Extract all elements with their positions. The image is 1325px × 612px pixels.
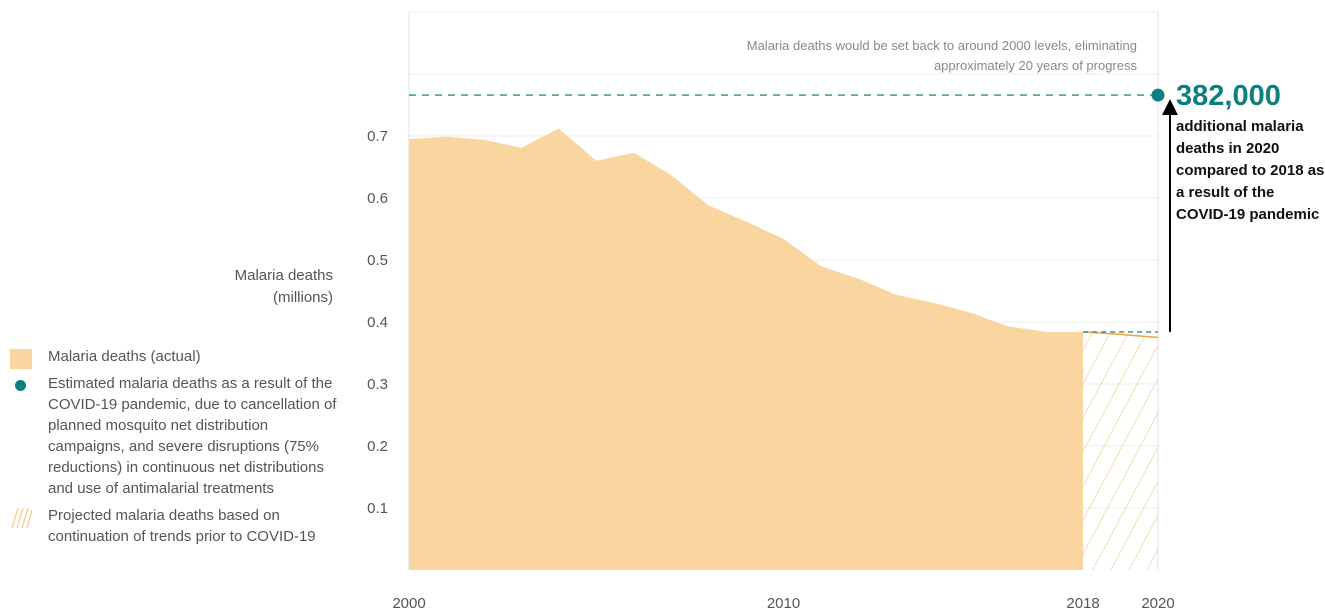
y-tick-label: 0.7 — [367, 128, 388, 145]
y-tick-label: 0.6 — [367, 190, 388, 207]
callout: 382,000 additional malaria deaths in 202… — [1176, 78, 1325, 226]
area-layer — [409, 128, 1159, 570]
legend-label-estimate: Estimated malaria deaths as a result of … — [48, 375, 337, 497]
actual-area — [409, 128, 1084, 570]
callout-value: 382,000 — [1176, 80, 1281, 112]
marks — [1151, 88, 1178, 332]
legend-item-projected: Projected malaria deaths based on contin… — [8, 505, 338, 547]
callout-text: additional malaria deaths in 2020 compar… — [1176, 118, 1325, 223]
x-tick-label: 2018 — [1066, 595, 1099, 612]
x-tick-label: 2020 — [1141, 595, 1174, 612]
y-tick-label: 0.3 — [367, 376, 388, 393]
y-tick-label: 0.5 — [367, 252, 388, 269]
legend-item-actual: Malaria deaths (actual) — [8, 346, 338, 369]
estimate-dot-icon — [15, 380, 26, 391]
y-axis-label: Malaria deaths (millions) — [170, 265, 333, 309]
legend-item-estimate: Estimated malaria deaths as a result of … — [8, 373, 338, 499]
reference-lines — [409, 94, 1158, 333]
estimate-point — [1151, 88, 1165, 102]
projected-hatch-icon — [11, 508, 32, 528]
x-tick-label: 2000 — [392, 595, 425, 612]
projected-line — [1083, 331, 1159, 339]
x-tick-label: 2010 — [767, 595, 800, 612]
tick-labels: 0.1 0.2 0.3 0.4 0.5 0.6 0.7 2000 2010 2018 2020 — [367, 128, 1175, 612]
y-tick-label: 0.1 — [367, 500, 388, 517]
top-annotation: Malaria deaths would be set back to arou… — [746, 38, 1137, 73]
y-tick-label: 0.2 — [367, 438, 388, 455]
legend: Malaria deaths (actual) Estimated malari… — [8, 346, 338, 553]
actual-swatch-icon — [10, 349, 32, 369]
y-axis-label-text: Malaria deaths (millions) — [234, 267, 333, 306]
legend-label-actual: Malaria deaths (actual) — [48, 348, 201, 365]
projected-area — [1083, 331, 1158, 570]
y-tick-label: 0.4 — [367, 314, 388, 331]
legend-label-projected: Projected malaria deaths based on contin… — [48, 507, 316, 545]
